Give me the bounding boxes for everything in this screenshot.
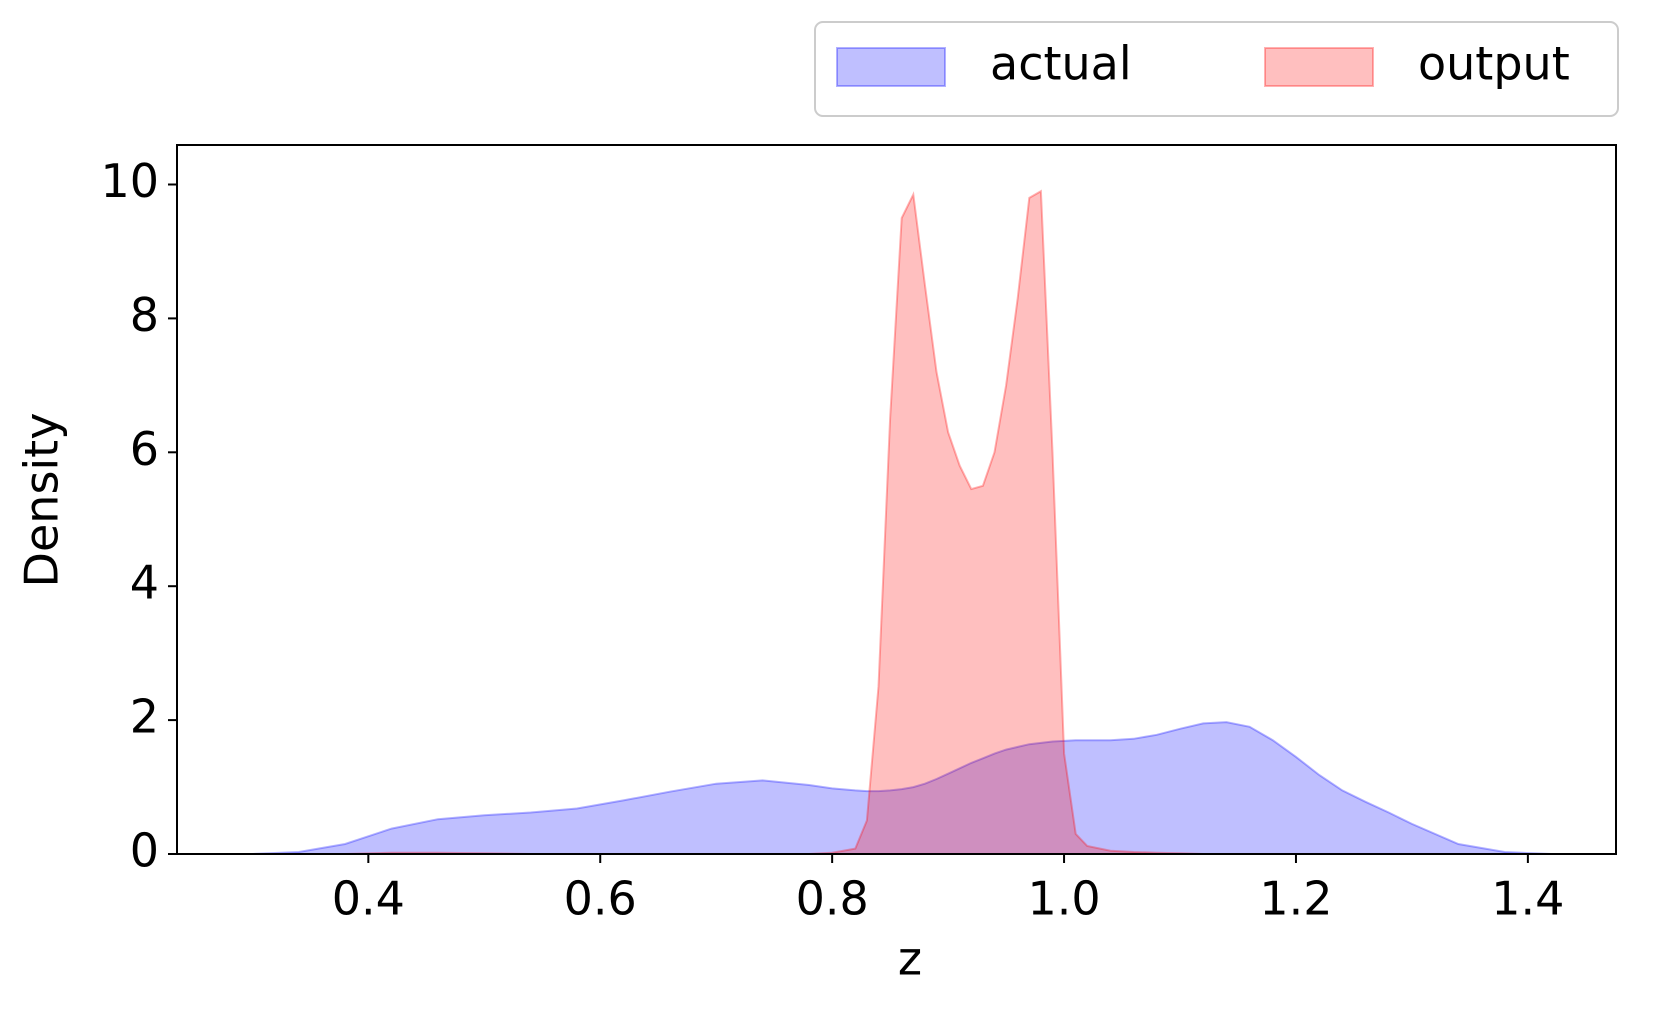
x-tick-label: 0.6 <box>564 872 637 926</box>
y-tick-label: 6 <box>130 422 159 476</box>
x-axis-label: z <box>898 932 922 986</box>
legend-box <box>814 21 1619 117</box>
y-tick-label: 4 <box>130 556 159 610</box>
y-tick-label: 2 <box>130 690 159 744</box>
legend-swatch <box>836 47 946 87</box>
x-tick-label: 0.4 <box>332 872 405 926</box>
y-axis-label: Density <box>15 413 69 588</box>
y-tick-label: 8 <box>130 288 159 342</box>
density-area <box>252 721 1575 855</box>
y-tick-label: 10 <box>100 154 159 208</box>
plot-frame <box>176 144 1617 855</box>
x-tick-label: 1.0 <box>1027 872 1100 926</box>
legend-label: output <box>1418 37 1570 91</box>
x-tick-label: 1.4 <box>1491 872 1564 926</box>
legend-swatch <box>1264 47 1374 87</box>
density-area <box>252 189 1575 855</box>
x-tick-label: 1.2 <box>1259 872 1332 926</box>
x-tick-label: 0.8 <box>796 872 869 926</box>
legend-label: actual <box>990 37 1132 91</box>
y-tick-label: 0 <box>130 824 159 878</box>
